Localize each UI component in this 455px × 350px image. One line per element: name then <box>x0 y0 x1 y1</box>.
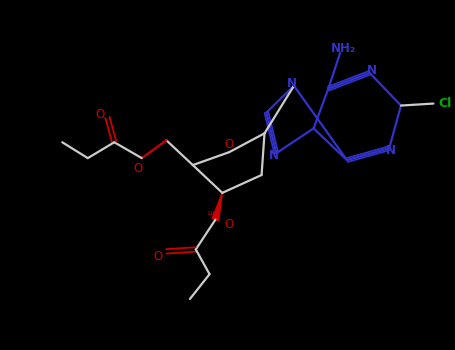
Text: N: N <box>386 144 396 157</box>
Text: O: O <box>225 218 234 231</box>
Text: NH₂: NH₂ <box>331 42 355 55</box>
Text: N: N <box>367 64 377 77</box>
Text: O: O <box>225 138 234 151</box>
Text: Cl: Cl <box>438 97 451 110</box>
Text: ш: ш <box>207 210 214 216</box>
Text: O: O <box>154 250 163 263</box>
Text: O: O <box>133 162 142 175</box>
Text: O: O <box>95 108 104 121</box>
Text: N: N <box>287 77 297 90</box>
Polygon shape <box>212 193 222 220</box>
Text: N: N <box>269 149 279 162</box>
